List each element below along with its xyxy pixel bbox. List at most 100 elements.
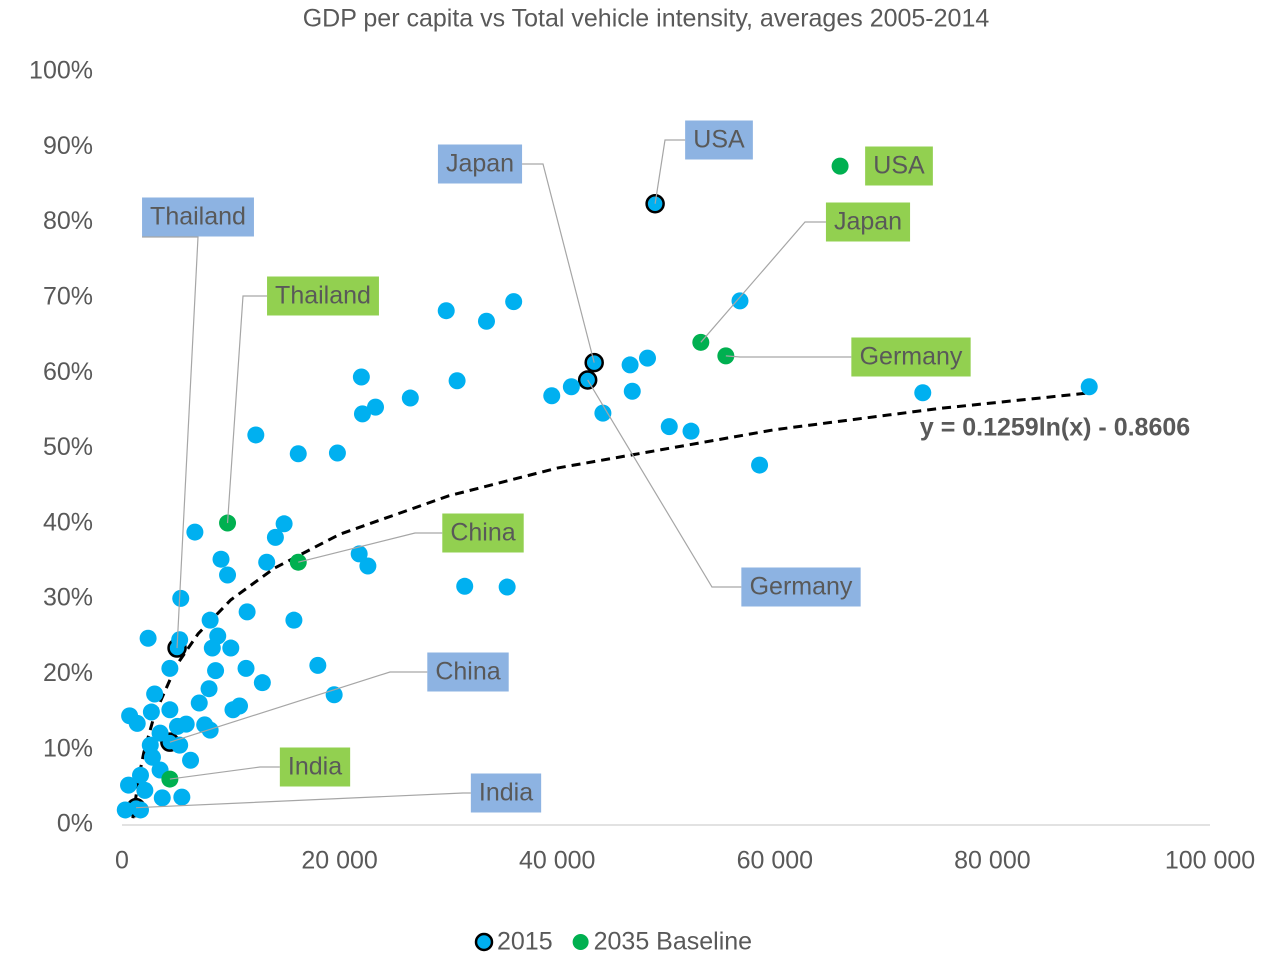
point	[131, 766, 149, 784]
label-box	[437, 144, 523, 184]
point	[456, 577, 474, 595]
x-tick-label: 80 000	[954, 847, 1030, 875]
label-box	[442, 513, 524, 553]
point	[146, 685, 164, 703]
point	[219, 566, 237, 584]
x-tick-label: 0	[115, 847, 129, 875]
point	[309, 656, 327, 674]
label-box	[427, 652, 509, 692]
legend-marker	[572, 934, 589, 950]
point	[128, 714, 146, 732]
leader-line	[169, 671, 428, 743]
point	[143, 748, 161, 766]
trendline	[131, 391, 1091, 819]
label-box	[825, 202, 911, 242]
leader-line	[654, 139, 686, 204]
point	[136, 781, 154, 799]
point	[401, 389, 419, 407]
legend-label: 2015	[497, 928, 553, 956]
leader-line	[298, 532, 443, 563]
label-box	[142, 197, 254, 237]
point	[201, 611, 219, 629]
y-tick-label: 70%	[43, 283, 93, 311]
leader-line	[136, 792, 471, 809]
point	[238, 603, 256, 621]
point	[328, 444, 346, 462]
point	[437, 302, 455, 320]
point	[142, 703, 160, 721]
leader-line	[169, 766, 280, 780]
leader-line	[725, 355, 852, 358]
leader-line	[587, 379, 742, 588]
label-box	[741, 567, 861, 607]
y-tick-label: 40%	[43, 508, 93, 536]
x-tick-label: 20 000	[301, 847, 377, 875]
point-label: China	[450, 519, 515, 547]
point-label: Thailand	[275, 282, 371, 310]
point	[639, 349, 657, 367]
x-tick-label: 100 000	[1165, 847, 1255, 875]
point	[353, 405, 371, 423]
point	[751, 456, 769, 474]
leader-line	[522, 163, 595, 363]
leader-line	[226, 295, 268, 524]
point	[275, 515, 293, 533]
point	[231, 697, 249, 715]
y-tick-label: 50%	[43, 433, 93, 461]
point	[621, 356, 639, 374]
point	[543, 387, 561, 405]
leader-line	[142, 236, 199, 649]
point-label: Japan	[446, 150, 514, 178]
trendline-label: y = 0.1259ln(x) - 0.8606	[920, 414, 1190, 442]
label-box	[267, 276, 379, 316]
point-label: USA	[873, 152, 925, 180]
y-tick-label: 60%	[43, 358, 93, 386]
point	[285, 611, 303, 629]
legend-label: 2035 Baseline	[594, 928, 752, 956]
point	[831, 157, 849, 175]
point	[682, 422, 700, 440]
point	[182, 751, 200, 769]
point-label: Germany	[860, 343, 963, 371]
point-label: USA	[693, 126, 745, 154]
point	[171, 631, 189, 649]
x-tick-label: 40 000	[519, 847, 595, 875]
point	[212, 550, 230, 568]
point	[186, 523, 204, 541]
point	[203, 639, 221, 657]
point	[247, 426, 265, 444]
point	[153, 789, 171, 807]
y-tick-label: 100%	[29, 57, 93, 85]
point-label: Germany	[750, 573, 853, 601]
point	[498, 578, 516, 596]
label-box	[851, 337, 971, 377]
point	[731, 292, 749, 310]
point-label: India	[479, 779, 533, 807]
label-box	[685, 120, 753, 160]
point	[350, 545, 368, 563]
y-tick-label: 30%	[43, 584, 93, 612]
point-label: China	[435, 658, 500, 686]
point	[151, 724, 169, 742]
chart-title: GDP per capita vs Total vehicle intensit…	[303, 5, 990, 33]
x-tick-label: 60 000	[737, 847, 813, 875]
point	[289, 445, 307, 463]
point-label: Thailand	[150, 203, 246, 231]
point	[562, 378, 580, 396]
point	[116, 801, 134, 819]
point	[173, 788, 191, 806]
point	[201, 721, 219, 739]
point	[623, 382, 641, 400]
point	[172, 589, 190, 607]
point	[237, 659, 255, 677]
point-label: India	[288, 753, 342, 781]
point	[258, 553, 276, 571]
point	[352, 368, 370, 386]
point	[660, 418, 678, 436]
label-box	[470, 773, 542, 813]
point	[177, 715, 195, 733]
point	[207, 662, 225, 680]
legend-marker	[474, 932, 494, 952]
y-tick-label: 0%	[57, 810, 93, 838]
